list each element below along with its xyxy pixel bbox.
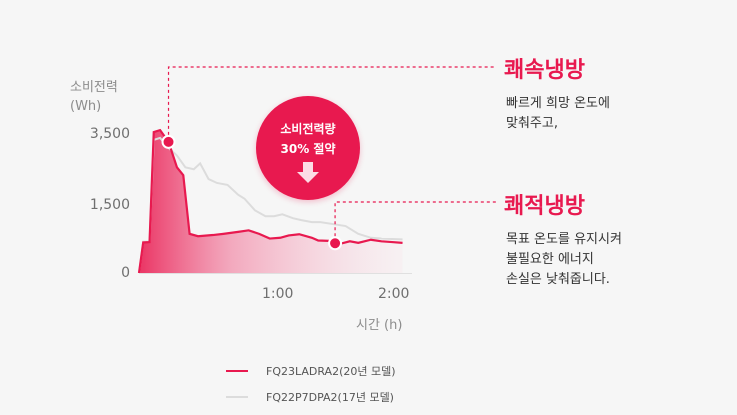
badge-line2: 30% 절약 bbox=[280, 142, 336, 156]
annotation-desc-comfort-1: 목표 온도를 유지시켜 bbox=[506, 232, 622, 247]
y-axis-label-line1: 소비전력 bbox=[70, 80, 118, 95]
y-tick-3500: 3,500 bbox=[89, 126, 130, 142]
annotation-leader-1 bbox=[167, 66, 496, 135]
annotation-desc-fast-1: 빠르게 희망 온도에 bbox=[506, 96, 610, 111]
annotation-title-comfort: 쾌적냉방 bbox=[504, 194, 585, 219]
annotation-desc-comfort-3: 손실은 낮춰줍니다. bbox=[506, 272, 610, 287]
savings-badge: 소비전력량 30% 절약 bbox=[256, 96, 360, 200]
arrow-down-icon bbox=[297, 162, 319, 183]
legend-label-17-model: FQ22P7DPA2(17년 모델) bbox=[266, 391, 394, 404]
legend-swatch-17-model bbox=[226, 396, 248, 398]
annotation-title-fast: 쾌속냉방 bbox=[504, 58, 585, 83]
marker-fast-cooling bbox=[161, 134, 176, 149]
y-tick-0: 0 bbox=[121, 265, 130, 281]
y-axis-label-line2: (Wh) bbox=[70, 99, 102, 114]
annotation-desc-fast-2: 맞춰주고, bbox=[506, 116, 558, 131]
annotation-leader-2 bbox=[334, 201, 496, 237]
x-tick-2h: 2:00 bbox=[378, 286, 410, 302]
legend-swatch-20-model bbox=[226, 370, 248, 372]
legend-label-20-model: FQ23LADRA2(20년 모델) bbox=[266, 365, 396, 378]
y-tick-1500: 1,500 bbox=[89, 197, 130, 213]
marker-comfort-cooling bbox=[328, 236, 343, 251]
annotation-desc-comfort-2: 불필요한 에너지 bbox=[506, 252, 594, 267]
x-axis-label: 시간 (h) bbox=[356, 318, 403, 333]
badge-line1: 소비전력량 bbox=[280, 122, 336, 136]
area-fill-20-model bbox=[139, 130, 403, 273]
x-tick-1h: 1:00 bbox=[262, 286, 294, 302]
